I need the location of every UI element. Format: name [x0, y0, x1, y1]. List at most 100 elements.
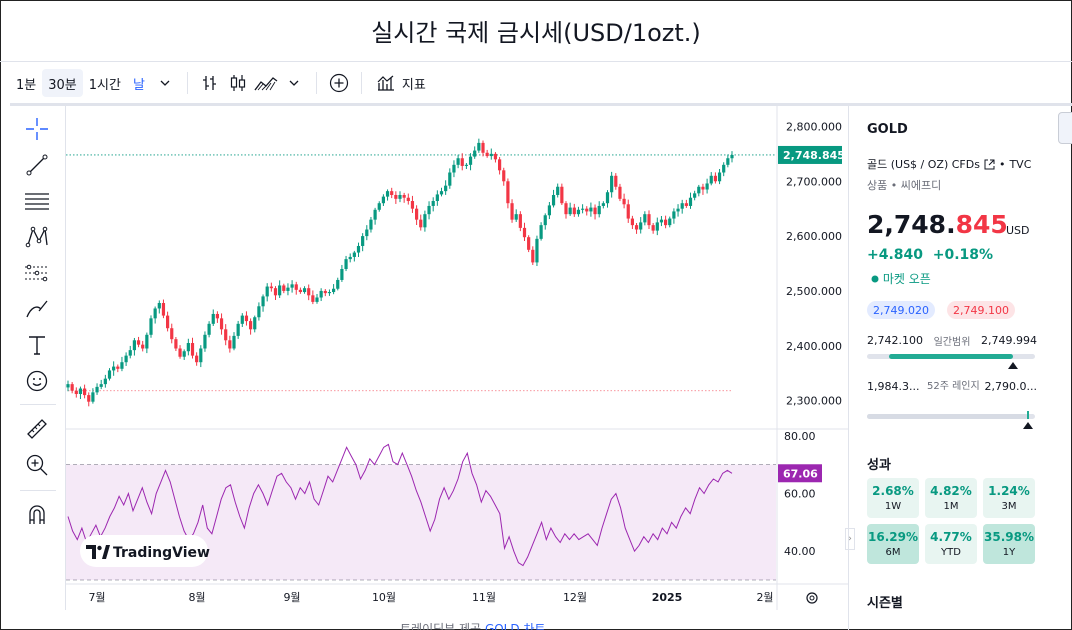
candle-body	[419, 219, 423, 228]
panel-collapse-handle[interactable]: ›	[845, 528, 855, 550]
symbol-exchange[interactable]: TVC	[1009, 157, 1032, 171]
ruler-icon[interactable]	[22, 414, 52, 444]
interval-30m-label: 30분	[48, 77, 77, 93]
time-tick-label: 7월	[88, 591, 105, 604]
chart-settings-icon[interactable]	[806, 592, 818, 604]
time-tick-label: 11월	[472, 591, 496, 604]
pattern-tool-icon[interactable]	[22, 222, 52, 252]
candle	[539, 222, 543, 241]
candle-body	[211, 313, 215, 324]
trend-line-icon[interactable]	[22, 150, 52, 180]
magnet-icon[interactable]	[22, 500, 52, 530]
candle	[178, 345, 182, 359]
candle	[639, 217, 643, 234]
perf-period: 1Y	[1002, 547, 1016, 558]
change-percent: +0.18%	[932, 247, 994, 263]
tradingview-watermark[interactable]: TradingView	[80, 535, 210, 567]
time-axis[interactable]: 7월 8월 9월 10월 11월 12월 2025 2월	[88, 591, 773, 604]
text-tool-icon[interactable]	[22, 330, 52, 360]
bullet-dot: •	[998, 157, 1006, 171]
candle	[207, 321, 211, 338]
candle	[427, 201, 431, 220]
interval-1h-button[interactable]: 1시간	[83, 69, 127, 97]
rsi-tick-label: 40.00	[784, 545, 816, 558]
candle	[265, 283, 269, 302]
brush-icon[interactable]	[22, 294, 52, 324]
candle	[311, 290, 315, 305]
perf-tile[interactable]: 16.29% 6M	[867, 524, 919, 564]
candle	[510, 199, 514, 223]
candle-body	[232, 335, 236, 349]
bar-chart-icon[interactable]	[196, 69, 224, 97]
candle	[610, 171, 614, 198]
time-tick-label: 12월	[563, 591, 587, 604]
attribution-link[interactable]: GOLD 차트	[484, 622, 546, 630]
chart-type-chevron-icon[interactable]	[280, 69, 308, 97]
candle-body	[157, 302, 161, 309]
candle-body	[70, 384, 74, 391]
interval-1m-label: 1분	[16, 77, 37, 93]
candle-body	[369, 219, 373, 230]
candle-body	[531, 249, 535, 263]
watchlist-side-tab-icon[interactable]	[1058, 112, 1072, 144]
candle-body	[83, 388, 87, 396]
candle	[261, 294, 265, 312]
symbol-name[interactable]: GOLD	[867, 122, 908, 137]
toolbar-separator	[315, 72, 317, 94]
area-chart-icon[interactable]	[252, 69, 280, 97]
candle-body	[215, 313, 219, 319]
candle-chart-icon[interactable]	[224, 69, 252, 97]
perf-tile[interactable]: 35.98% 1Y	[983, 524, 1035, 564]
price-chart[interactable]: 2,800.000 2,700.000 2,600.000 2,500.000 2,40…	[66, 106, 848, 610]
rsi-tick-label: 60.00	[784, 487, 816, 500]
candle	[253, 315, 257, 333]
candle	[605, 190, 610, 208]
day-range-high: 2,749.994	[981, 334, 1037, 347]
perf-value: 35.98%	[984, 530, 1034, 544]
candle	[161, 299, 166, 319]
52w-range-label: 52주 레인지	[927, 381, 980, 392]
horizontal-lines-icon[interactable]	[22, 186, 52, 216]
perf-tile[interactable]: 4.77% YTD	[925, 524, 977, 564]
time-tick-label: 2월	[756, 591, 773, 604]
emoji-icon[interactable]	[22, 366, 52, 396]
candle	[709, 172, 713, 186]
candle	[199, 345, 203, 368]
candle-body	[74, 390, 78, 395]
candle	[655, 217, 659, 236]
compare-plus-icon[interactable]	[325, 69, 353, 97]
candle	[473, 146, 477, 159]
candle	[593, 204, 597, 220]
candle-body	[182, 351, 186, 357]
external-link-icon[interactable]	[984, 159, 995, 170]
price-axis[interactable]: 2,800.000 2,700.000 2,600.000 2,500.000 2,40…	[778, 120, 845, 558]
candle-body	[410, 201, 415, 209]
interval-30m-button[interactable]: 30분	[42, 69, 83, 97]
perf-tile[interactable]: 4.82% 1M	[925, 478, 977, 518]
perf-tile[interactable]: 2.68% 1W	[867, 478, 919, 518]
candle-body	[514, 214, 518, 220]
indicators-button[interactable]: 지표	[370, 69, 432, 97]
candle-body	[676, 208, 680, 212]
candle-body	[161, 302, 166, 316]
interval-day-button[interactable]: 날	[127, 69, 151, 97]
candle	[597, 201, 601, 218]
candle-body	[323, 290, 327, 294]
52w-range-marker-icon	[1022, 422, 1033, 429]
interval-dropdown-chevron-icon[interactable]	[151, 69, 179, 97]
candle-body	[464, 164, 468, 166]
candle	[730, 151, 734, 163]
candle	[228, 335, 232, 353]
last-price: 2,748.845	[867, 210, 1008, 239]
candle	[630, 215, 634, 230]
crosshair-icon[interactable]	[22, 114, 52, 144]
price-tick-label: 2,600.000	[786, 230, 842, 243]
zoom-in-icon[interactable]	[22, 450, 52, 480]
candle-body	[431, 201, 435, 206]
tradingview-logo-icon	[86, 545, 110, 559]
forecast-tool-icon[interactable]	[22, 258, 52, 288]
perf-tile[interactable]: 1.24% 3M	[983, 478, 1035, 518]
chart-area[interactable]: 2,800.000 2,700.000 2,600.000 2,500.000 2,40…	[66, 106, 848, 610]
interval-1m-button[interactable]: 1분	[10, 69, 42, 97]
candle-body	[643, 214, 647, 223]
